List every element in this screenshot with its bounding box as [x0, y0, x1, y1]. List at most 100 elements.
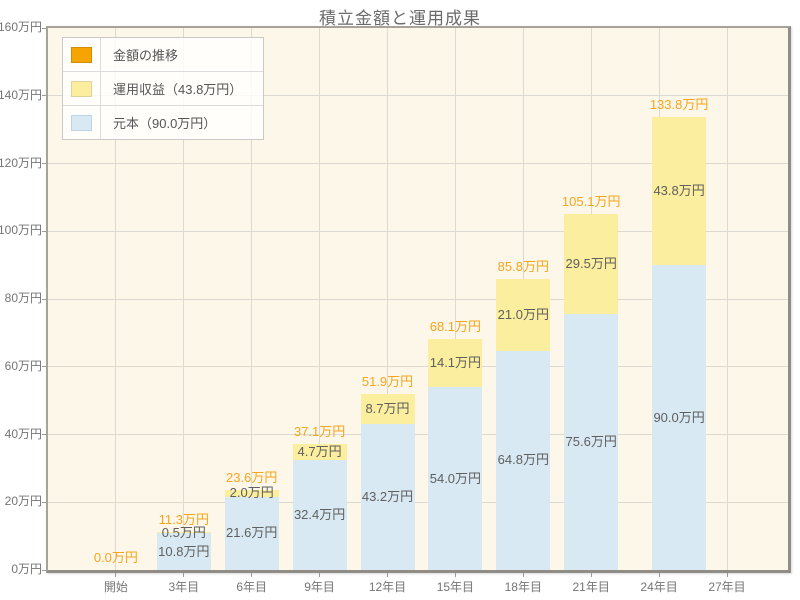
y-axis-tick — [42, 569, 48, 571]
x-axis-label: 12年目 — [368, 580, 407, 594]
principal-value-label: 43.2万円 — [361, 488, 414, 504]
h-gridline — [48, 501, 789, 503]
legend: 金額の推移 運用収益（43.8万円） 元本（90.0万円） — [62, 37, 264, 140]
principal-value-label: 75.6万円 — [565, 433, 617, 449]
v-gridline — [726, 28, 728, 570]
principal-bar-segment[interactable] — [564, 313, 619, 570]
profit-bar-segment[interactable] — [428, 339, 483, 388]
profit-value-label: 14.1万円 — [429, 355, 482, 371]
y-axis-label: 140万円 — [0, 87, 42, 102]
h-gridline — [48, 366, 789, 368]
y-axis-tick — [42, 501, 48, 503]
principal-bar-segment[interactable] — [156, 533, 211, 570]
legend-item-principal[interactable]: 元本（90.0万円） — [63, 106, 263, 139]
y-axis-label: 100万円 — [0, 223, 42, 238]
y-axis-tick — [42, 95, 48, 97]
plot-area: 金額の推移 運用収益（43.8万円） 元本（90.0万円） 0万円 20万円 40万… — [0, 20, 789, 594]
profit-value-label: 29.5万円 — [565, 255, 617, 271]
h-gridline — [48, 163, 789, 164]
principal-bar-segment[interactable] — [224, 496, 279, 570]
principal-swatch-icon — [71, 114, 92, 131]
total-value-label: 133.8万円 — [649, 96, 709, 112]
v-gridline — [115, 28, 117, 570]
profit-value-label: 2.0万円 — [229, 485, 274, 501]
y-axis-tick — [42, 230, 48, 232]
legend-item-amount-trend[interactable]: 金額の推移 — [63, 38, 263, 72]
legend-label-profit: 運用収益（43.8万円） — [113, 82, 243, 97]
y-axis-tick — [42, 298, 48, 300]
profit-value-label: 8.7万円 — [365, 400, 410, 416]
x-axis-tick — [183, 572, 185, 577]
y-axis-tick — [42, 163, 48, 164]
legend-label-principal: 元本（90.0万円） — [113, 116, 217, 131]
x-axis-label: 27年目 — [708, 580, 746, 594]
profit-value-label: 0.5万円 — [161, 524, 206, 540]
y-axis-label: 0万円 — [11, 562, 42, 576]
legend-swatch-cell — [63, 38, 101, 71]
total-value-label: 105.1万円 — [561, 193, 621, 209]
h-gridline — [48, 434, 789, 435]
x-axis-tick — [319, 572, 321, 577]
principal-bar-segment[interactable] — [428, 387, 483, 570]
total-value-label: 51.9万円 — [361, 374, 414, 390]
legend-item-profit[interactable]: 運用収益（43.8万円） — [63, 72, 263, 106]
v-gridline — [183, 28, 185, 570]
y-axis-label: 160万円 — [0, 20, 42, 34]
profit-bar-segment[interactable] — [564, 213, 619, 314]
h-gridline — [48, 95, 789, 97]
profit-value-label: 4.7万円 — [297, 444, 342, 460]
principal-bar-segment[interactable] — [292, 460, 347, 570]
chart-title: 積立金額と運用成果 — [319, 9, 481, 28]
total-value-label: 11.3万円 — [158, 511, 209, 527]
v-gridline — [319, 28, 321, 570]
principal-bar-segment[interactable] — [360, 423, 415, 570]
total-value-label: 37.1万円 — [293, 424, 346, 440]
x-axis-tick — [658, 572, 660, 577]
x-axis-tick — [454, 572, 456, 577]
profit-value-label: 43.8万円 — [653, 182, 705, 198]
x-axis-tick — [251, 572, 253, 577]
profit-bar-segment[interactable] — [156, 531, 211, 534]
x-axis-tick — [387, 572, 388, 577]
v-gridline — [251, 28, 253, 570]
y-axis-tick — [42, 27, 48, 29]
y-axis-label: 40万円 — [4, 426, 42, 441]
legend-swatch-cell — [63, 106, 101, 139]
profit-swatch-icon — [71, 80, 92, 97]
x-axis-label: 9年目 — [304, 580, 335, 594]
y-axis-label: 80万円 — [4, 291, 42, 305]
total-value-label: 85.8万円 — [497, 259, 549, 275]
profit-bar-segment[interactable] — [224, 490, 279, 497]
principal-value-label: 10.8万円 — [158, 543, 210, 559]
x-axis-label: 15年目 — [436, 580, 475, 594]
y-axis-label: 20万円 — [4, 494, 42, 509]
x-axis-tick — [522, 572, 524, 577]
principal-value-label: 21.6万円 — [226, 525, 278, 541]
y-axis-label: 120万円 — [0, 155, 42, 170]
profit-bar-segment[interactable] — [652, 116, 707, 266]
x-axis-label: 6年目 — [236, 580, 268, 594]
principal-bar-segment[interactable] — [496, 350, 551, 570]
total-value-label: 23.6万円 — [226, 470, 278, 486]
x-axis-label: 18年目 — [504, 580, 542, 594]
x-axis-tick — [115, 572, 117, 577]
profit-bar-segment[interactable] — [360, 394, 415, 424]
amount-trend-swatch-icon — [71, 46, 92, 63]
v-gridline — [387, 28, 388, 570]
principal-value-label: 90.0万円 — [653, 409, 705, 425]
h-gridline — [48, 230, 789, 232]
principal-value-label: 54.0万円 — [429, 470, 482, 486]
x-axis-label: 21年目 — [572, 580, 610, 594]
h-gridline — [48, 298, 789, 300]
total-value-label: 68.1万円 — [429, 319, 482, 335]
y-axis-label: 60万円 — [4, 358, 42, 373]
profit-bar-segment[interactable] — [496, 279, 551, 351]
v-gridline — [454, 28, 456, 570]
profit-value-label: 21.0万円 — [497, 306, 549, 322]
legend-label-amount-trend: 金額の推移 — [113, 48, 179, 63]
x-axis-label: 3年目 — [168, 580, 200, 594]
profit-bar-segment[interactable] — [292, 444, 347, 461]
principal-value-label: 32.4万円 — [293, 507, 346, 523]
principal-bar-segment[interactable] — [652, 265, 707, 570]
